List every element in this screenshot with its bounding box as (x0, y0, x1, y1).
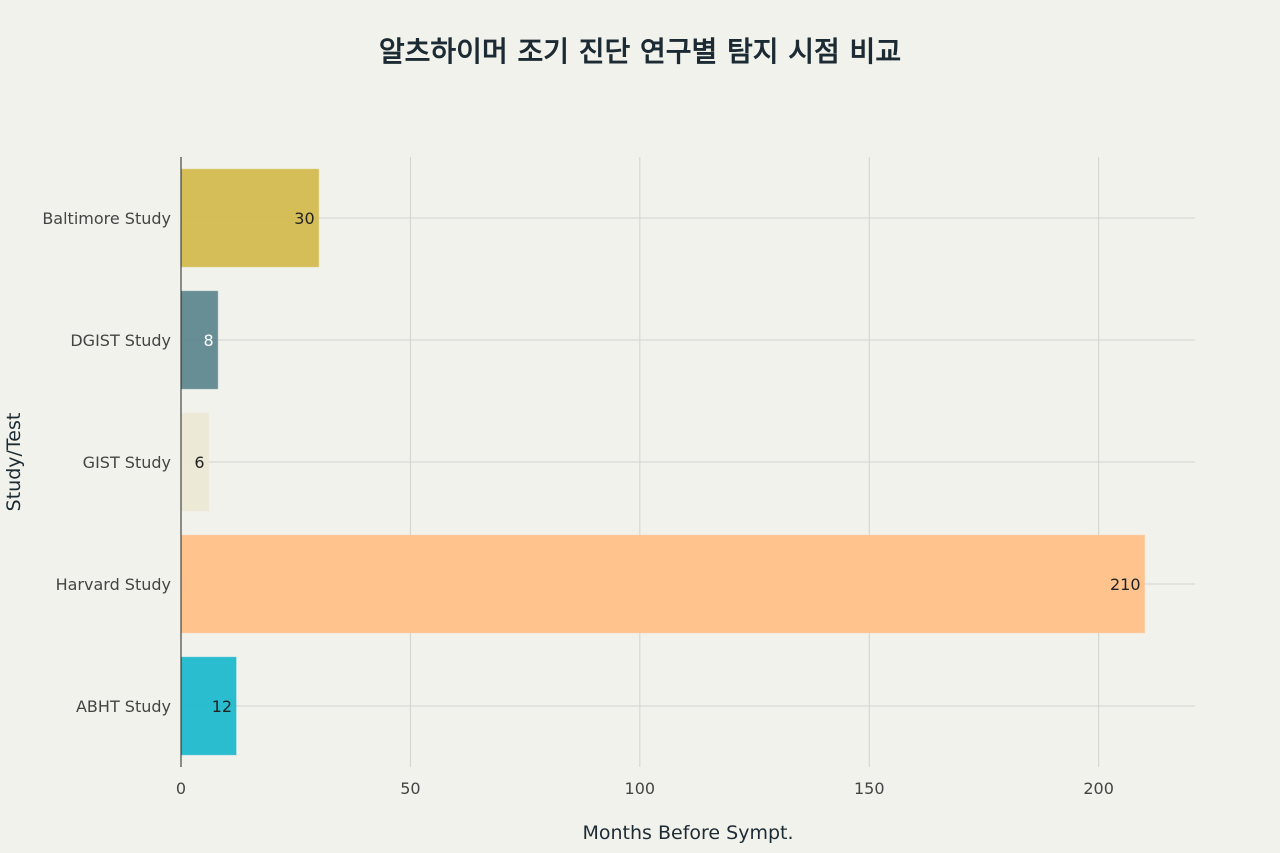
data-label: 210 (1110, 575, 1141, 594)
bar (180, 534, 1146, 634)
y-tick-label: Harvard Study (56, 575, 171, 594)
grid-lines (181, 157, 1195, 767)
x-tick-label: 0 (176, 779, 186, 798)
x-tick-label: 150 (854, 779, 885, 798)
x-axis-title: Months Before Sympt. (582, 822, 793, 844)
data-label: 6 (194, 453, 204, 472)
chart-title: 알츠하이머 조기 진단 연구별 탐지 시점 비교 (379, 35, 901, 68)
data-label: 30 (294, 209, 314, 228)
y-tick-label: Baltimore Study (42, 209, 171, 228)
y-axis-title: Study/Test (3, 413, 25, 512)
y-tick-labels: Baltimore Study DGIST Study GIST Study Harv… (42, 209, 171, 716)
x-tick-label: 50 (400, 779, 420, 798)
x-tick-label: 200 (1083, 779, 1114, 798)
x-tick-label: 100 (625, 779, 656, 798)
y-tick-label: GIST Study (83, 453, 171, 472)
data-label: 8 (204, 331, 214, 350)
y-tick-label: DGIST Study (70, 331, 171, 350)
y-tick-label: ABHT Study (76, 697, 171, 716)
data-labels: 30 8 6 210 12 (194, 209, 1140, 716)
bar (180, 412, 210, 512)
bar (180, 168, 320, 268)
x-tick-labels: 0 50 100 150 200 (176, 779, 1114, 798)
bar (180, 656, 237, 756)
data-label: 12 (212, 697, 232, 716)
bars (180, 168, 1146, 756)
